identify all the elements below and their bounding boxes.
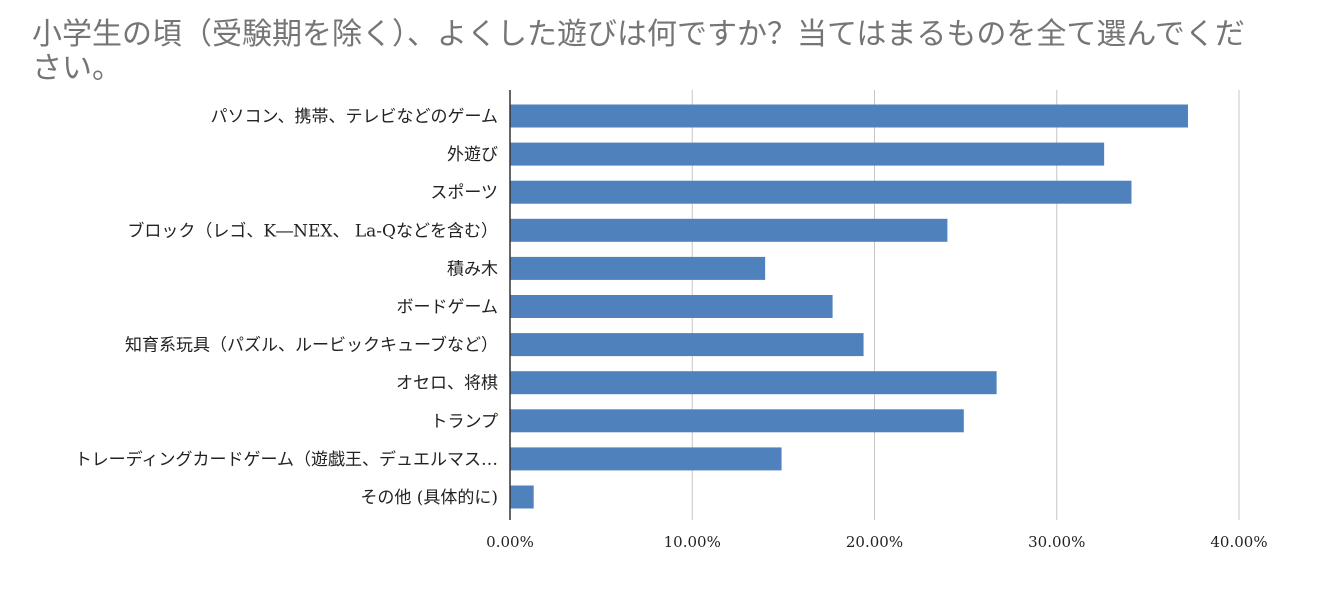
category-label: その他 (具体的に) [360,488,498,508]
bar [510,180,1132,204]
category-label: スポーツ [430,183,498,203]
x-tick-label: 40.00% [1210,533,1267,551]
bar [510,218,948,242]
category-label: トレーディングカードゲーム（遊戯王、デュエルマス… [75,449,498,470]
category-label: 積み木 [447,259,498,279]
x-tick-label: 0.00% [486,533,534,551]
bar [510,447,782,471]
x-tick-label: 10.00% [664,533,721,551]
tick-labels: 0.00% 10.00% 20.00% 30.00% 40.00% [486,533,1267,551]
category-label: トランプ [431,412,499,432]
category-label: パソコン、携帯、テレビなどのゲーム [211,107,498,127]
bar [510,256,766,280]
x-tick-label: 30.00% [1028,533,1085,551]
category-label: 外遊び [447,145,498,165]
bar [510,104,1188,128]
x-tick-label: 20.00% [846,533,903,551]
category-label: 知育系玩具（パズル、ルービックキューブなど） [125,335,498,356]
bars [510,104,1188,509]
bar [510,485,534,509]
bar [510,142,1105,166]
category-label: ブロック（レゴ、K―NEX、 La-Qなどを含む） [127,220,498,241]
bar [510,295,833,318]
category-label: オセロ、将棋 [396,374,498,394]
bar [510,409,964,433]
bar [510,371,997,395]
bar [510,333,864,357]
category-label: ボードゲーム [397,298,499,318]
chart-title: 小学生の頃（受験期を除く）、よくした遊びは何ですか？当てはまるものを全て選んでく… [32,17,1245,86]
